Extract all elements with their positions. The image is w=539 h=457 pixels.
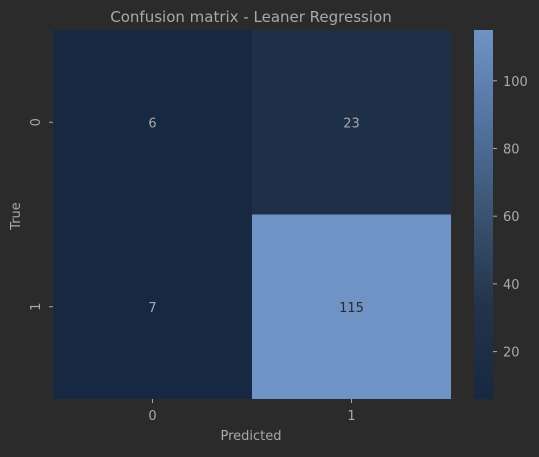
heatmap-cell — [252, 30, 451, 215]
heatmap-cell — [252, 214, 451, 399]
cell-value-label: 115 — [339, 301, 364, 316]
cell-value-label: 23 — [343, 116, 360, 131]
x-axis-label: Predicted — [220, 429, 281, 444]
x-tick-label: 0 — [148, 409, 156, 424]
colorbar-tick-label: 60 — [503, 210, 520, 225]
colorbar-tick-label: 40 — [503, 278, 520, 293]
colorbar-tick-label: 20 — [503, 346, 520, 361]
y-axis-label: True — [9, 202, 24, 231]
colorbar-tick-label: 100 — [503, 75, 528, 90]
colorbar — [474, 30, 493, 399]
y-tick-label: 1 — [29, 303, 44, 311]
heatmap-cell — [53, 30, 252, 215]
y-tick-label: 0 — [29, 118, 44, 126]
cell-value-label: 7 — [148, 301, 156, 316]
axis-ticks: 0 1 0 1 — [29, 118, 356, 424]
x-tick-label: 1 — [347, 409, 355, 424]
colorbar-ticks: 20 40 60 80 100 — [493, 75, 528, 361]
colorbar-tick-label: 80 — [503, 142, 520, 157]
chart-title: Confusion matrix - Leaner Regression — [110, 8, 391, 26]
heatmap-cell — [53, 214, 252, 399]
heatmap-cells: 6 23 7 115 — [53, 30, 451, 399]
cell-value-label: 6 — [148, 116, 156, 131]
